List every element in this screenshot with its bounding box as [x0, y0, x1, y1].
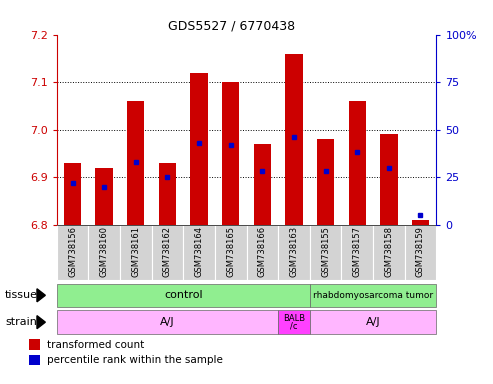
Bar: [183, 225, 215, 280]
Text: GSM738166: GSM738166: [258, 226, 267, 277]
Text: GSM738158: GSM738158: [385, 226, 393, 277]
Bar: [159, 163, 176, 225]
Polygon shape: [37, 289, 45, 302]
Bar: [57, 283, 310, 307]
Bar: [253, 144, 271, 225]
Text: transformed count: transformed count: [47, 340, 144, 350]
Text: GSM738165: GSM738165: [226, 226, 235, 277]
Text: A/J: A/J: [160, 317, 175, 327]
Bar: [215, 225, 246, 280]
Bar: [29, 339, 40, 350]
Bar: [96, 167, 113, 225]
Bar: [373, 225, 405, 280]
Bar: [246, 225, 278, 280]
Bar: [120, 225, 152, 280]
Bar: [349, 101, 366, 225]
Polygon shape: [37, 316, 45, 329]
Bar: [64, 163, 81, 225]
Bar: [285, 53, 303, 225]
Text: GSM738161: GSM738161: [131, 226, 141, 277]
Bar: [29, 355, 40, 366]
Bar: [190, 73, 208, 225]
Text: GSM738163: GSM738163: [289, 226, 298, 277]
Text: BALB
/c: BALB /c: [283, 313, 305, 331]
Bar: [57, 225, 88, 280]
Bar: [310, 225, 341, 280]
Text: GSM738156: GSM738156: [68, 226, 77, 277]
Text: tissue: tissue: [5, 290, 38, 300]
Bar: [88, 225, 120, 280]
Text: rhabdomyosarcoma tumor: rhabdomyosarcoma tumor: [313, 291, 433, 300]
Bar: [380, 134, 397, 225]
Bar: [405, 225, 436, 280]
Text: GSM738164: GSM738164: [195, 226, 204, 277]
Text: strain: strain: [5, 317, 37, 327]
Bar: [57, 310, 278, 334]
Bar: [127, 101, 144, 225]
Text: GSM738162: GSM738162: [163, 226, 172, 277]
Text: GDS5527 / 6770438: GDS5527 / 6770438: [168, 20, 295, 33]
Bar: [341, 225, 373, 280]
Text: GSM738159: GSM738159: [416, 226, 425, 277]
Text: GSM738160: GSM738160: [100, 226, 108, 277]
Text: GSM738157: GSM738157: [352, 226, 362, 277]
Bar: [310, 310, 436, 334]
Bar: [222, 82, 240, 225]
Bar: [278, 310, 310, 334]
Text: GSM738155: GSM738155: [321, 226, 330, 277]
Text: A/J: A/J: [366, 317, 380, 327]
Text: control: control: [164, 290, 203, 300]
Bar: [278, 225, 310, 280]
Bar: [412, 220, 429, 225]
Bar: [152, 225, 183, 280]
Text: percentile rank within the sample: percentile rank within the sample: [47, 355, 223, 365]
Bar: [310, 283, 436, 307]
Bar: [317, 139, 334, 225]
